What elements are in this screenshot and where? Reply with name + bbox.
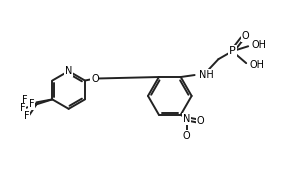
Text: OH: OH [249, 60, 264, 70]
Text: O: O [183, 131, 190, 141]
Text: N: N [183, 114, 190, 124]
Text: N: N [65, 66, 72, 76]
Text: OH: OH [251, 40, 266, 50]
Text: P: P [229, 46, 236, 56]
Text: F: F [24, 111, 29, 121]
Text: O: O [91, 74, 99, 84]
Text: NH: NH [199, 70, 213, 80]
Text: F: F [20, 103, 25, 113]
Text: O: O [197, 116, 205, 126]
Text: F: F [22, 95, 27, 105]
Text: F: F [29, 99, 34, 109]
Text: O: O [241, 31, 249, 41]
